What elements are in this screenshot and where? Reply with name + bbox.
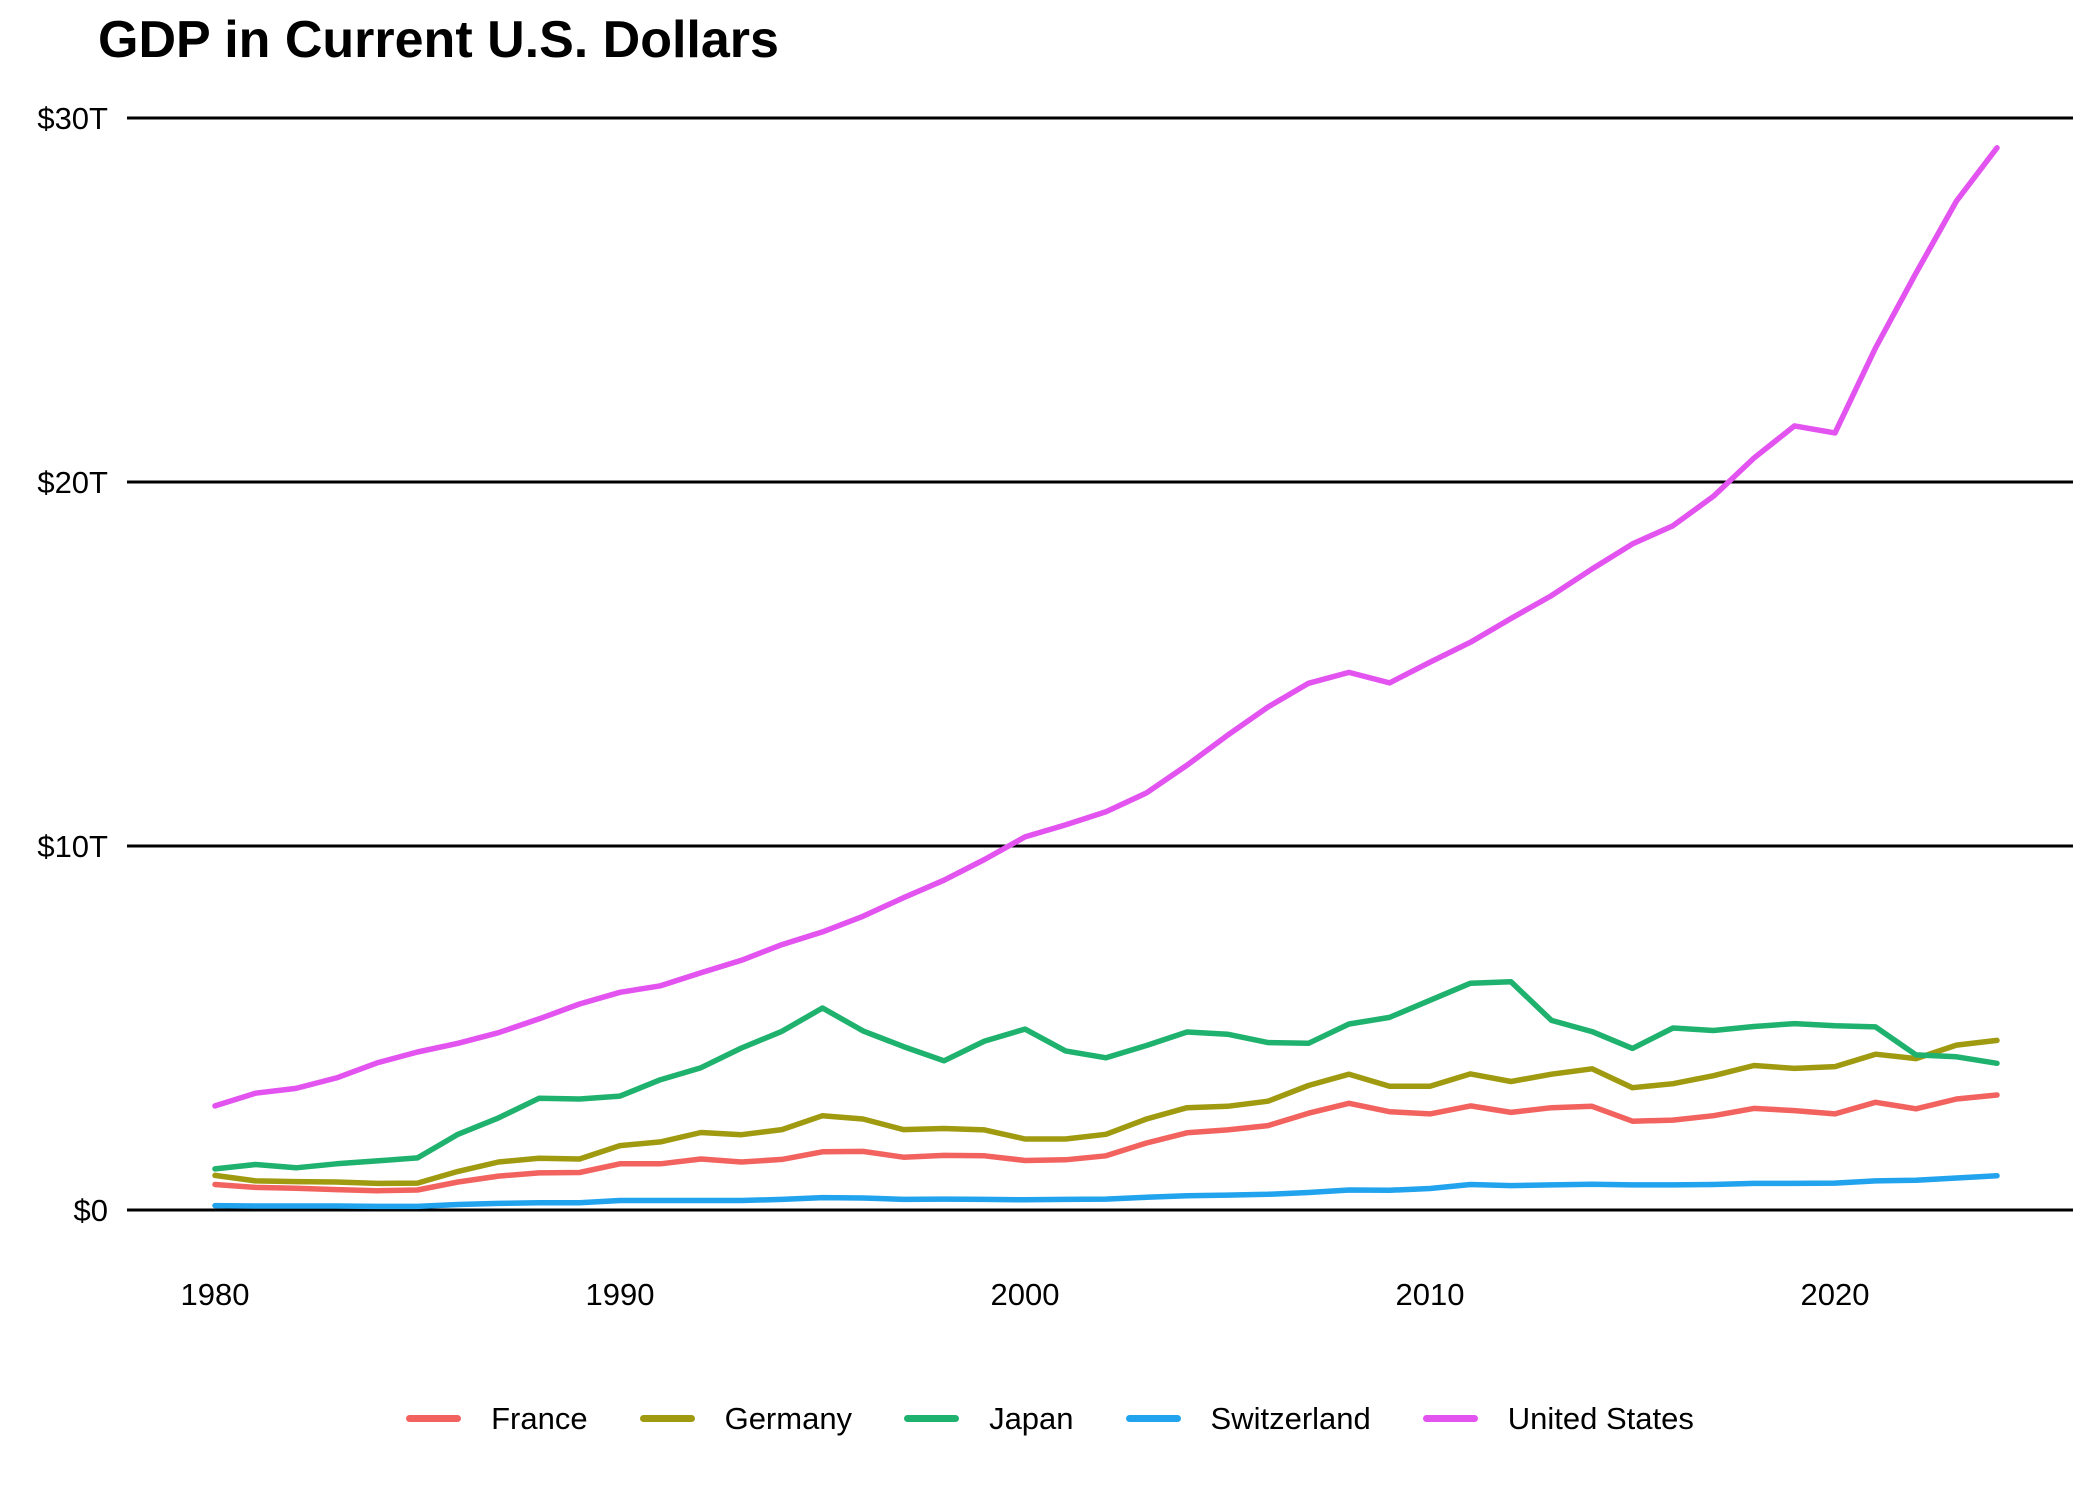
series-line-france (212, 1092, 2000, 1194)
legend-item-france: France (406, 1400, 588, 1436)
chart-title: GDP in Current U.S. Dollars (98, 11, 779, 69)
y-tick-label: $10T (37, 829, 108, 864)
legend-label: Japan (989, 1400, 1074, 1436)
series-line-germany (212, 1037, 2000, 1187)
legend-item-germany: Germany (639, 1400, 853, 1436)
legend-item-japan: Japan (904, 1400, 1074, 1436)
legend-line-swatch-germany (639, 1414, 695, 1422)
x-tick-label: 1980 (181, 1277, 250, 1312)
legend-label: Germany (724, 1400, 853, 1436)
legend-line-swatch-japan (904, 1414, 960, 1422)
x-tick-label: 1990 (586, 1277, 655, 1312)
legend-line-swatch-france (406, 1414, 462, 1422)
legend-label: United States (1507, 1400, 1694, 1436)
series-line-united-states (212, 145, 2000, 1109)
legend-label: Switzerland (1210, 1400, 1371, 1436)
legend-line-swatch-united-states (1422, 1414, 1478, 1422)
legend-line-swatch-switzerland (1125, 1414, 1181, 1422)
y-tick-label: $20T (37, 465, 108, 500)
legend-item-switzerland: Switzerland (1125, 1400, 1371, 1436)
x-tick-label: 2020 (1801, 1277, 1870, 1312)
x-tick-label: 2000 (991, 1277, 1060, 1312)
legend-label: France (491, 1400, 588, 1436)
series-line-japan (212, 979, 2000, 1172)
y-tick-label: $30T (37, 101, 108, 136)
legend-item-united-states: United States (1422, 1400, 1694, 1436)
x-tick-label: 2010 (1396, 1277, 1465, 1312)
y-tick-label: $0 (74, 1193, 108, 1228)
series-line-switzerland (212, 1173, 2000, 1210)
chart-legend: France Germany Japan Switzerland United Stat… (0, 1396, 2100, 1440)
